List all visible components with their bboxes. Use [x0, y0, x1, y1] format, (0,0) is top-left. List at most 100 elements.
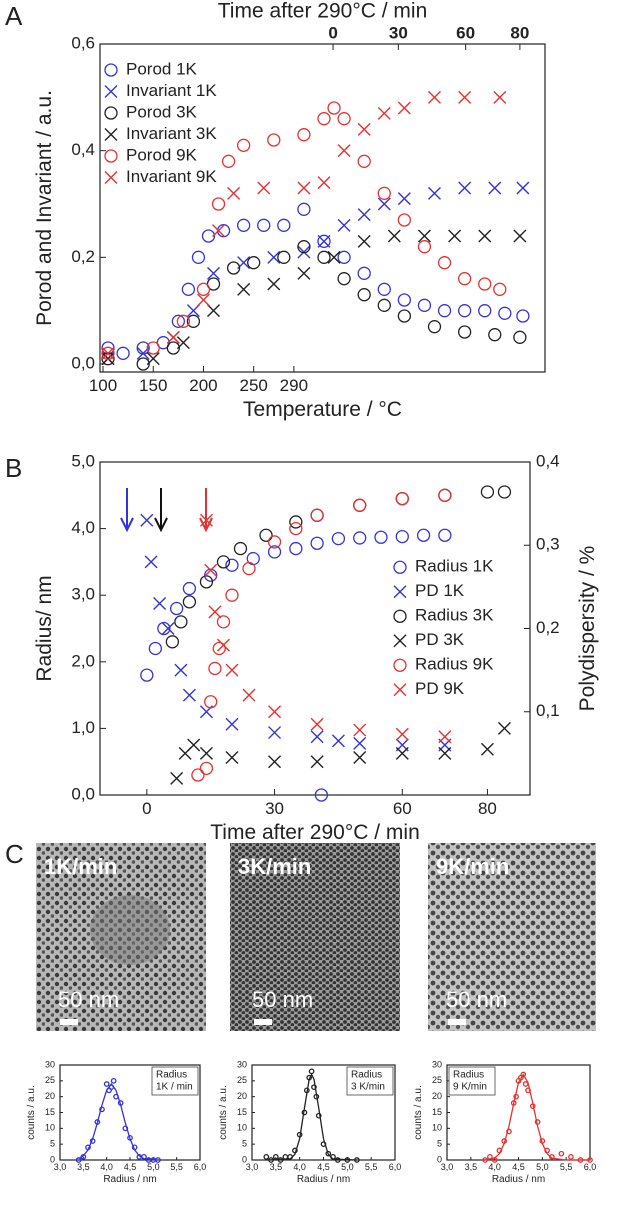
x-tick-label: 200: [189, 376, 217, 395]
circle-marker: [395, 529, 409, 544]
circle-marker: [315, 1112, 322, 1119]
circle-marker: [201, 229, 216, 243]
circle-marker: [308, 1068, 315, 1075]
circle-marker: [211, 197, 226, 211]
micrograph-label: 3K/min: [238, 854, 311, 879]
x-tick-label: 250: [240, 376, 268, 395]
x-tick-label: 290: [280, 376, 308, 395]
circle-marker: [169, 601, 184, 616]
y-tick-label: 0: [50, 1154, 55, 1164]
x-marker: [268, 705, 282, 719]
x-marker: [153, 597, 167, 611]
y-tick-label: 0,4: [71, 140, 95, 159]
y-axis-label: counts / a.u.: [413, 1085, 424, 1139]
circle-marker: [558, 1150, 565, 1157]
circle-marker: [75, 1157, 82, 1163]
y-tick-label: 0: [437, 1154, 442, 1164]
y-axis-label: Porod and Invariant / a.u.: [33, 90, 56, 326]
x-marker: [488, 181, 502, 195]
y-tick-label: 5,0: [71, 451, 95, 470]
y-tick-label: 0,6: [71, 33, 95, 52]
y2-tick-label: 0,4: [536, 451, 560, 470]
x-marker: [199, 513, 213, 527]
legend-label: Invariant 1K: [126, 81, 217, 100]
legend-label: PD 9K: [415, 679, 465, 698]
x-tick-label: 6,0: [389, 1162, 402, 1172]
circle-marker: [216, 555, 231, 569]
x-marker: [225, 663, 239, 677]
circle-marker: [225, 588, 239, 602]
circle-marker: [377, 186, 391, 200]
circle-marker: [110, 1077, 117, 1084]
circle-marker: [357, 154, 371, 168]
circle-marker: [337, 250, 351, 264]
circle-marker: [267, 133, 281, 147]
circle-marker: [357, 266, 371, 280]
annotation-text: Radius: [351, 1070, 382, 1081]
circle-marker: [331, 531, 346, 546]
circle-marker: [417, 298, 432, 312]
fit-line: [266, 1073, 357, 1161]
legend-label: Porod 1K: [126, 59, 198, 78]
y-tick-label: 10: [45, 1123, 55, 1133]
x-tick-label: 4,0: [100, 1162, 113, 1172]
y-tick-label: 30: [237, 1059, 247, 1069]
circle-marker: [204, 695, 218, 709]
x-marker: [204, 563, 218, 577]
circle-marker: [282, 1153, 289, 1160]
circle-marker: [199, 575, 214, 589]
circle-marker: [317, 112, 331, 126]
circle-marker: [325, 1150, 332, 1157]
circle-marker: [233, 541, 248, 556]
y-tick-label: 25: [45, 1075, 55, 1085]
x-tick-label: 5,0: [536, 1162, 549, 1172]
x-marker: [227, 186, 241, 200]
x-marker: [297, 266, 311, 280]
circle-marker: [488, 328, 502, 342]
circle-marker: [236, 138, 251, 152]
x-marker: [448, 229, 462, 243]
circle-marker: [157, 621, 171, 636]
circle-marker: [263, 1153, 270, 1160]
circle-marker: [516, 309, 530, 323]
x-marker: [267, 250, 281, 264]
circle-marker: [457, 272, 472, 286]
circle-marker: [196, 282, 211, 296]
circle-marker: [174, 615, 188, 629]
x-tick-label: 5,5: [560, 1162, 573, 1172]
panel-label: C: [5, 839, 24, 869]
x-marker: [397, 192, 411, 206]
circle-marker: [247, 256, 261, 270]
x-marker: [140, 513, 154, 527]
x-marker: [297, 245, 311, 259]
circle-marker: [437, 304, 452, 318]
micrograph-label: 1K/min: [44, 854, 117, 879]
x-marker: [428, 90, 441, 104]
legend-marker: [104, 128, 118, 141]
x-marker: [458, 181, 472, 195]
x-marker: [395, 746, 409, 760]
scale-bar: [60, 1019, 78, 1025]
circle-marker: [520, 1071, 527, 1078]
x-marker: [478, 229, 492, 243]
x-tick-label: 4,0: [488, 1162, 501, 1172]
x-marker: [327, 250, 341, 264]
x-tick-label: 5,0: [147, 1162, 160, 1172]
circle-marker: [513, 330, 527, 344]
x-tick-label: 4,5: [124, 1162, 137, 1172]
x-marker: [438, 730, 452, 744]
circle-marker: [438, 488, 452, 502]
x-tick-label: 3,0: [54, 1162, 67, 1172]
panel-label: A: [5, 1, 23, 31]
circle-marker: [327, 101, 341, 115]
circle-marker: [221, 154, 236, 168]
circle-marker: [116, 346, 130, 360]
legend-label: Radius 9K: [415, 655, 494, 674]
legend-label: Porod 3K: [126, 102, 198, 121]
x-marker: [225, 751, 239, 765]
y-tick-label: 3,0: [71, 585, 95, 604]
x-marker: [353, 751, 367, 765]
x-marker: [207, 266, 221, 280]
circle-marker: [259, 528, 273, 542]
x-marker: [458, 90, 472, 104]
